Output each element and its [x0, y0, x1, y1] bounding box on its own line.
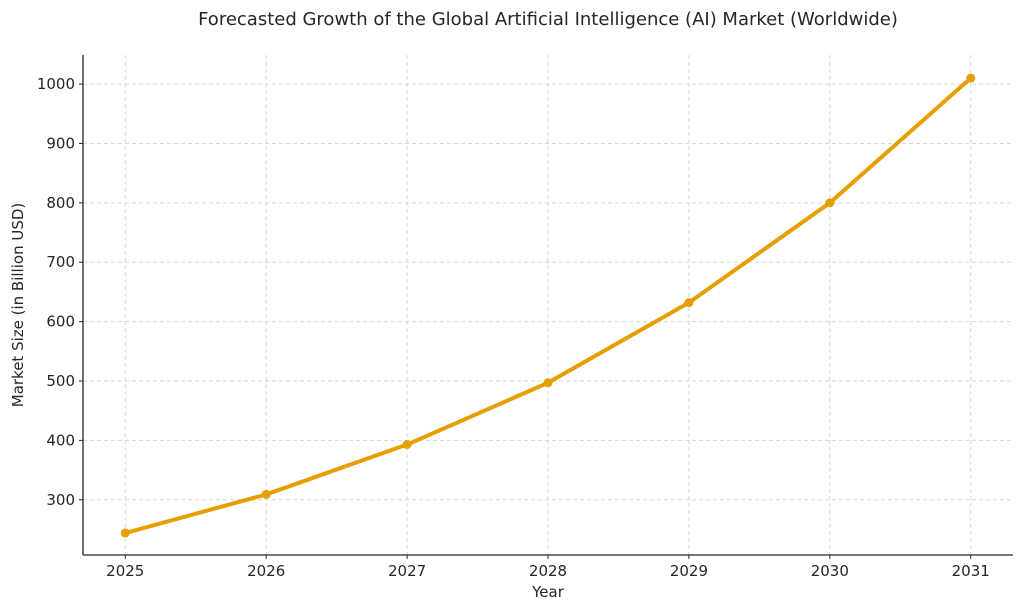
axis-ticks: 2025 2026 2027 2028 2029 2030 2031 300 400 500 600…	[37, 75, 990, 580]
x-axis-label: Year	[531, 583, 565, 601]
x-tick-label: 2031	[952, 562, 990, 580]
y-axis-label: Market Size (in Billion USD)	[9, 203, 27, 408]
data-point-2031	[966, 73, 976, 83]
y-tick-label: 1000	[37, 75, 75, 93]
chart-title: Forecasted Growth of the Global Artifici…	[198, 9, 898, 30]
data-point-2026	[261, 489, 271, 499]
x-tick-label: 2025	[106, 562, 144, 580]
y-tick-label: 300	[46, 491, 75, 509]
x-tick-label: 2027	[388, 562, 426, 580]
data-point-2030	[825, 198, 835, 208]
x-tick-label: 2030	[811, 562, 849, 580]
y-tick-label: 800	[46, 194, 75, 212]
y-tick-label: 900	[46, 134, 75, 152]
x-tick-label: 2029	[670, 562, 708, 580]
series-layer	[120, 73, 976, 538]
data-point-2028	[543, 378, 553, 388]
data-point-2025	[120, 528, 130, 538]
y-tick-label: 400	[46, 431, 75, 449]
y-tick-label: 700	[46, 253, 75, 271]
x-tick-label: 2026	[247, 562, 285, 580]
y-tick-label: 500	[46, 372, 75, 390]
y-tick-label: 600	[46, 313, 75, 331]
data-point-2029	[684, 298, 694, 308]
data-point-2027	[402, 440, 412, 450]
gridlines	[83, 55, 1013, 555]
x-tick-label: 2028	[529, 562, 567, 580]
